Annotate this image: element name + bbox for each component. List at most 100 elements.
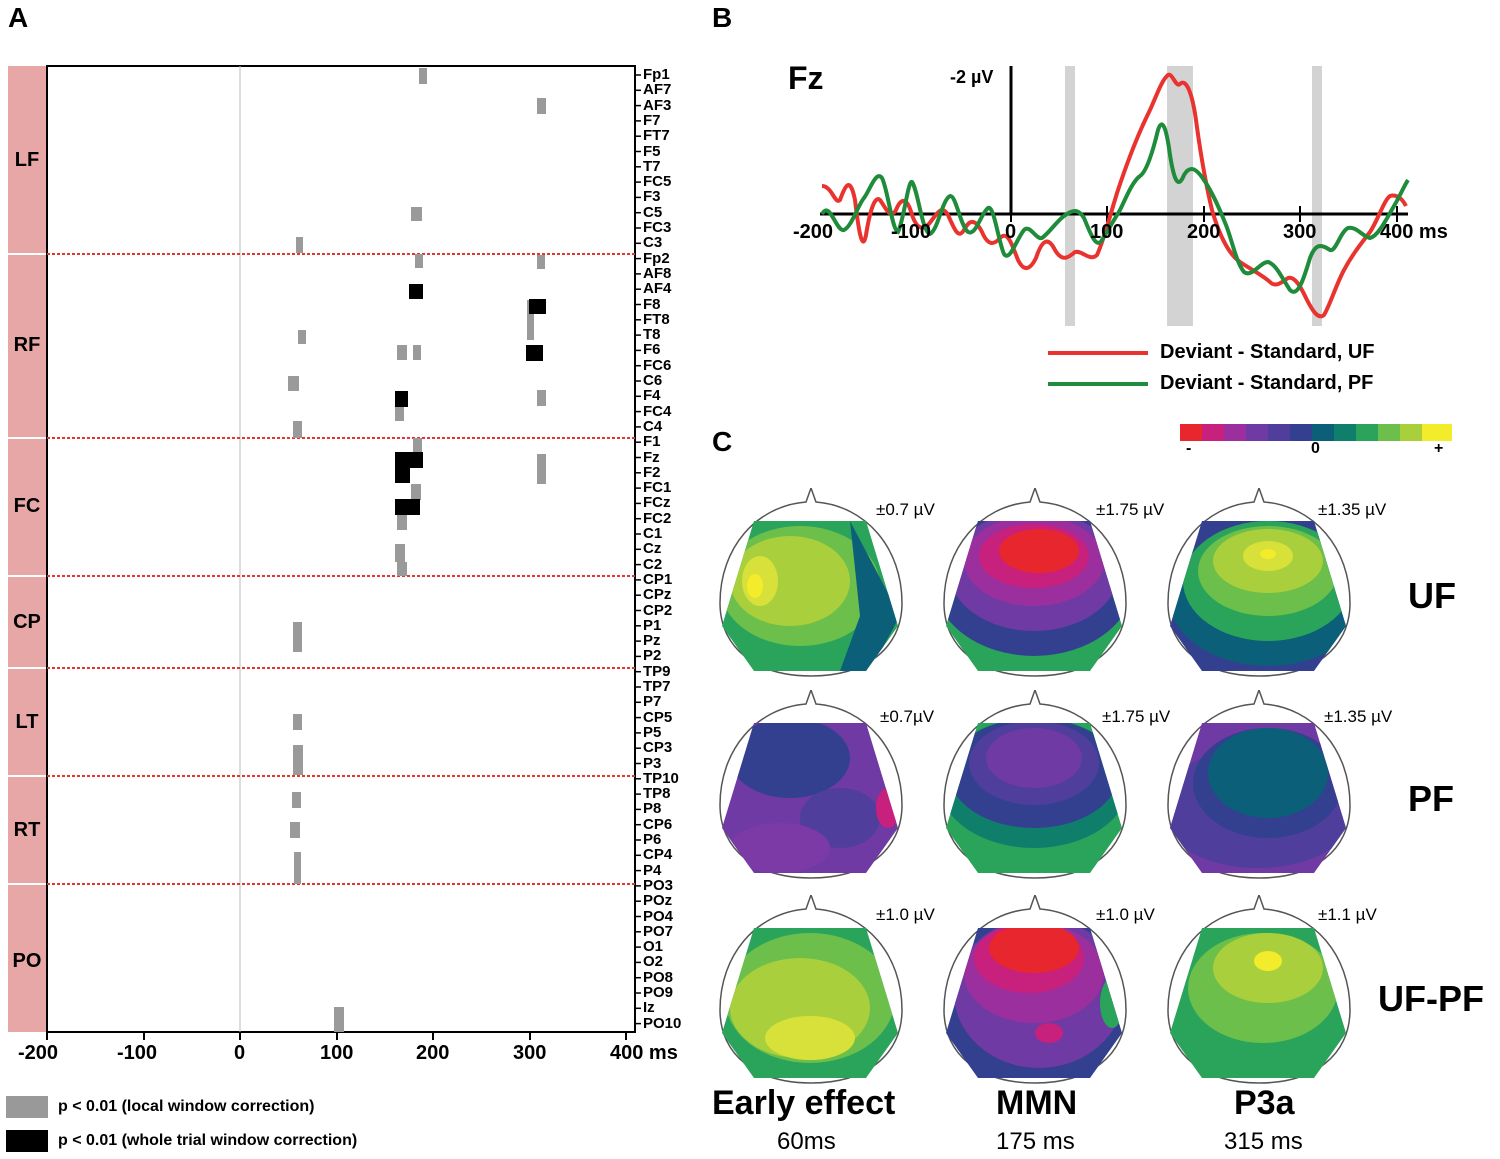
electrode-label: AF3 <box>643 96 672 114</box>
electrode-label: P2 <box>643 647 662 665</box>
wave-uf-line <box>821 72 1408 319</box>
topomap-pf-mmn <box>943 690 1127 879</box>
topomap-diff-mmn <box>943 895 1127 1084</box>
electrode-label: CP4 <box>643 846 673 864</box>
a-xtick: -100 <box>117 1042 158 1064</box>
group-label-rf: RF <box>13 334 41 356</box>
topomap-uf-mmn <box>943 488 1127 677</box>
group-label-po: PO <box>12 950 42 972</box>
scale-uf-p3a: ±1.35 µV <box>1318 500 1387 519</box>
row-label-uf-pf: UF-PF <box>1378 978 1484 1019</box>
b-xtick: 0 <box>1005 221 1017 243</box>
electrode-label: C3 <box>643 234 663 252</box>
col-title-mmn: MMN <box>996 1084 1078 1122</box>
electrode-label: C5 <box>643 203 663 221</box>
electrode-label: PO7 <box>643 922 674 940</box>
electrode-label: CP1 <box>643 570 673 588</box>
electrode-label: CP6 <box>643 815 673 833</box>
shade-early <box>1065 66 1075 326</box>
electrode-label: C1 <box>643 525 663 542</box>
electrode-label: FC1 <box>643 479 672 497</box>
electrode-label: AF8 <box>643 264 672 282</box>
electrode-label: F7 <box>643 111 661 129</box>
electrode-label: Fz <box>643 448 660 466</box>
colorbar-max: + <box>1434 440 1444 457</box>
electrode-label: O2 <box>643 953 664 971</box>
a-xtick: 200 <box>416 1042 450 1064</box>
group-label-fc: FC <box>13 495 41 517</box>
a-xtick: 0 <box>234 1042 246 1064</box>
electrode-label: TP7 <box>643 678 671 695</box>
group-label-cp: CP <box>13 611 41 633</box>
electrode-label: F2 <box>643 463 661 481</box>
panel-b-waveform <box>820 66 1410 386</box>
electrode-label: P5 <box>643 723 662 741</box>
electrode-label: TP10 <box>643 769 679 787</box>
scale-diff-mmn: ±1.0 µV <box>1096 905 1155 924</box>
panel-b-letter: B <box>712 2 733 33</box>
scale-pf-early: ±0.7µV <box>880 707 935 726</box>
b-xtick: 100 <box>1090 221 1124 243</box>
channel-label: Fz <box>788 60 824 96</box>
electrode-label: PO8 <box>643 968 674 986</box>
electrode-label: P6 <box>643 831 662 848</box>
b-xtick: 200 <box>1187 221 1221 243</box>
shade-p3a <box>1312 66 1322 326</box>
electrode-label: FC4 <box>643 402 672 420</box>
electrode-label: P4 <box>643 861 662 879</box>
group-label-lf: LF <box>14 149 40 171</box>
electrode-label: P3 <box>643 754 662 772</box>
electrode-label: FC6 <box>643 356 672 374</box>
group-label-rt: RT <box>13 819 41 841</box>
topomap-uf-early <box>719 488 903 677</box>
scale-uf-mmn: ±1.75 µV <box>1096 500 1165 519</box>
wave-pf-line <box>820 122 1410 294</box>
a-xtick: 300 <box>513 1042 547 1064</box>
col-title-p3a: P3a <box>1234 1084 1295 1122</box>
electrode-label: AF4 <box>643 280 672 298</box>
electrode-label: AF7 <box>643 81 672 99</box>
electrode-label: TP9 <box>643 662 671 680</box>
topomap-pf-p3a <box>1167 690 1351 879</box>
wave-y-label: -2 µV <box>950 67 994 87</box>
electrode-label: C6 <box>643 372 663 389</box>
electrode-label: O1 <box>643 938 664 956</box>
scale-pf-mmn: ±1.75 µV <box>1102 707 1171 726</box>
scale-diff-p3a: ±1.1 µV <box>1318 905 1377 924</box>
shade-mmn <box>1167 66 1193 326</box>
electrode-label: Iz <box>643 999 655 1017</box>
electrode-label: PO4 <box>643 907 674 925</box>
electrode-label: PO10 <box>643 1014 682 1032</box>
electrode-label: PO9 <box>643 984 674 1001</box>
row-label-uf: UF <box>1408 575 1456 616</box>
row-label-pf: PF <box>1408 778 1455 819</box>
b-xtick: -100 <box>891 221 932 243</box>
electrode-label: P7 <box>643 693 662 711</box>
a-xtick: 100 <box>320 1042 354 1064</box>
colorbar-mid: 0 <box>1311 440 1320 457</box>
col-time-mmn: 175 ms <box>996 1128 1075 1155</box>
electrode-label: F3 <box>643 188 661 206</box>
electrode-label: C4 <box>643 417 663 435</box>
electrode-label: CP5 <box>643 708 673 726</box>
electrode-label: F6 <box>643 341 661 359</box>
electrode-label: FT8 <box>643 310 670 328</box>
legend-black-swatch <box>6 1130 48 1152</box>
b-xtick: -200 <box>793 221 834 243</box>
panel-a-letter: A <box>8 2 29 33</box>
group-label-lt: LT <box>15 711 39 733</box>
b-xtick: 300 <box>1283 221 1317 243</box>
topomap-diff-p3a <box>1167 895 1351 1084</box>
col-title-early: Early effect <box>712 1084 896 1122</box>
black-marks <box>395 284 546 515</box>
legend-pf-label: Deviant - Standard, PF <box>1160 372 1374 394</box>
colorbar <box>1180 424 1452 441</box>
electrode-label: F1 <box>643 433 661 451</box>
scale-diff-early: ±1.0 µV <box>876 905 935 924</box>
electrode-label: F5 <box>643 142 661 160</box>
legend-black-label: p < 0.01 (whole trial window correction) <box>58 1132 358 1149</box>
legend-gray-swatch <box>6 1096 48 1118</box>
electrode-label: FC2 <box>643 509 672 527</box>
electrode-label: FC3 <box>643 219 672 236</box>
electrode-label: Pz <box>643 632 661 650</box>
